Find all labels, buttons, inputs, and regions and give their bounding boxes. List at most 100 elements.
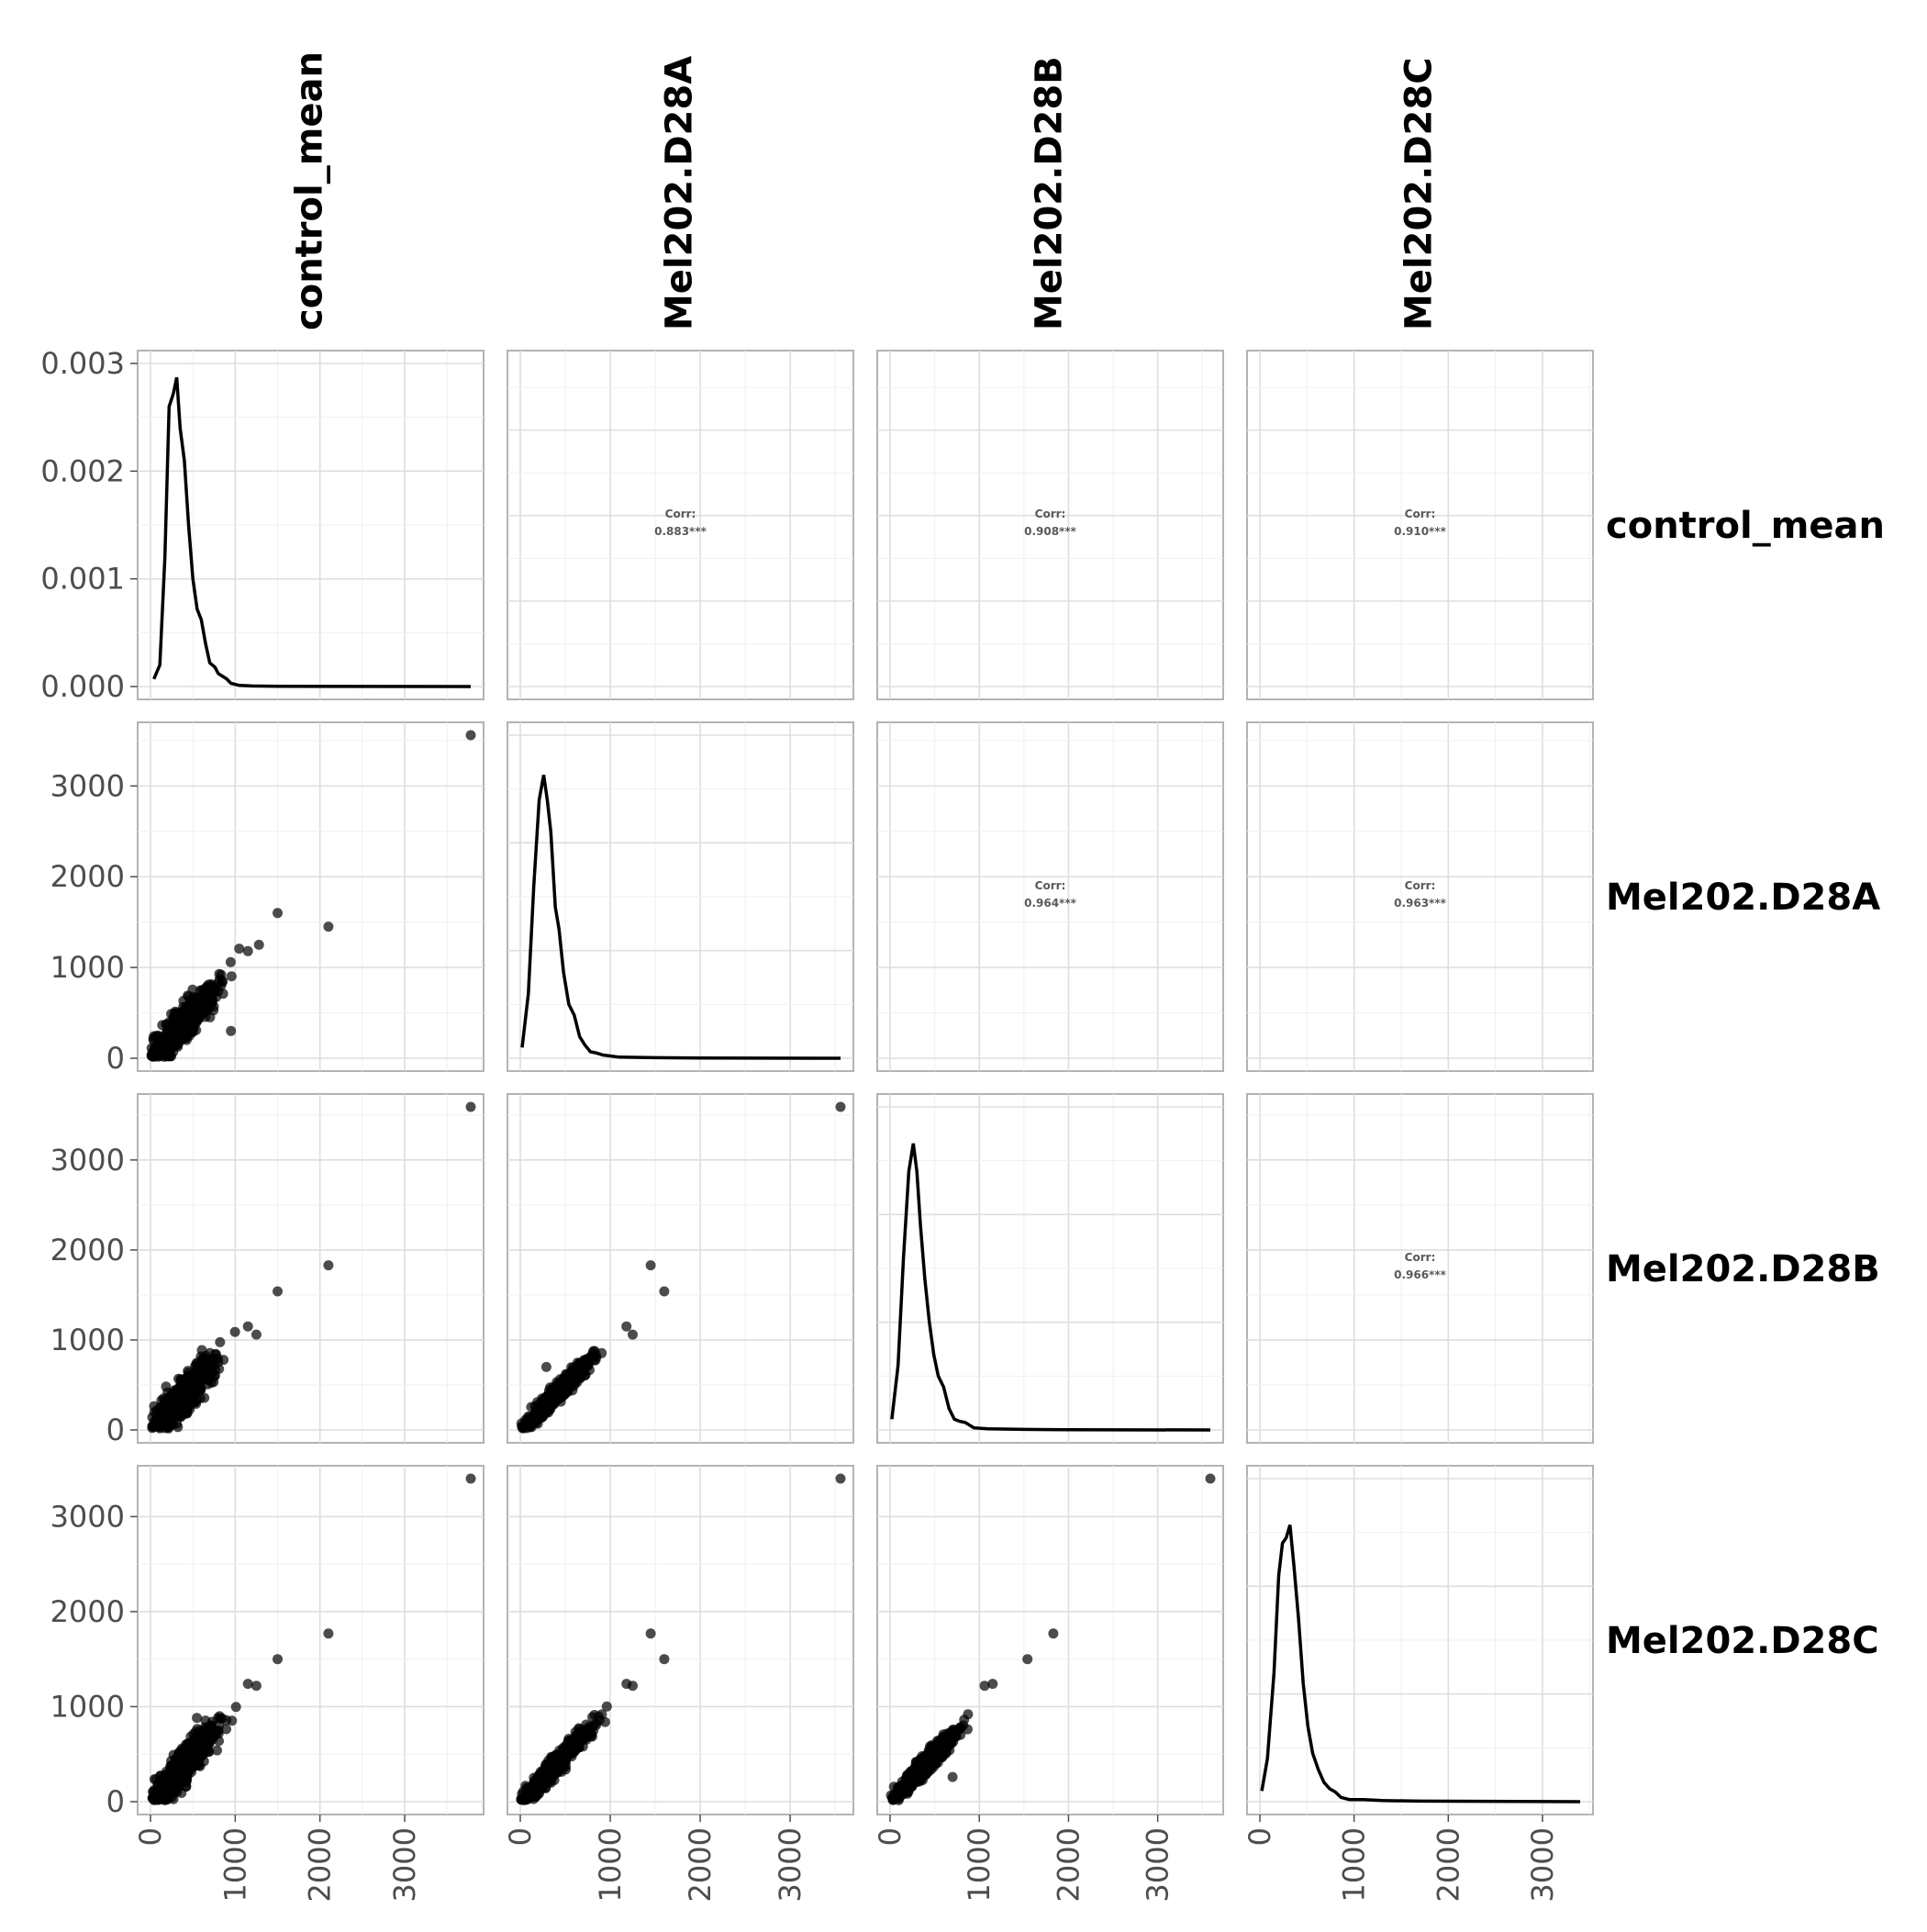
scatter-point [589,1710,600,1720]
density-curve-mel202-d28b [890,1143,1211,1432]
column-strip-control-mean: control_mean [289,51,331,330]
panel-control-mean-vs-control-mean [137,350,485,700]
scatter-point [540,1782,551,1793]
scatter-point-outlier [540,1361,551,1372]
y-tick-label: 1000 [50,950,125,985]
panel-control-mean-vs-mel202-d28c: Corr: 0.910*** [1246,350,1594,700]
y-tick-label: 2000 [50,859,125,894]
scatter-point [584,1722,595,1732]
scatter-point [230,1702,241,1713]
scatter-point-outlier [253,939,264,950]
x-tick-label: 0 [503,1827,538,1846]
scatter-point-outlier [1022,1654,1033,1665]
scatter-point [177,1386,188,1397]
row-strip-control-mean: control_mean [1606,505,1885,547]
y-tick-label: 2000 [50,1594,125,1629]
scatter-point [198,1372,209,1383]
scatter-point [194,995,205,1006]
column-strip-mel202-d28c: Mel202.D28C [1398,57,1441,330]
corr-label: Corr: [1405,508,1436,520]
scatter-point-outlier [835,1101,846,1112]
corr-value: 0.964*** [1024,897,1077,910]
scatter-point [519,1419,530,1430]
corr-value: 0.883*** [654,525,707,538]
panel-control-mean-vs-mel202-d28a: Corr: 0.883*** [507,350,854,700]
scatter-point [963,1709,974,1720]
panel-mel202-d28a-vs-mel202-d28a [507,721,854,1072]
x-tick-label: 2000 [1431,1827,1465,1902]
scatter-point-outlier [645,1260,656,1271]
row-strip-mel202-d28c: Mel202.D28C [1606,1620,1879,1662]
scatter-point-outlier [465,1101,476,1112]
y-tick-label: 3000 [50,1143,125,1178]
scatter-point [186,1384,196,1395]
x-tick-label: 2000 [1051,1827,1086,1902]
scatter-point [195,1393,206,1403]
panel-mel202-d28a-vs-control-mean [137,721,485,1072]
scatter-point [215,1336,226,1347]
scatter-point [213,1357,224,1368]
row-strip-mel202-d28b: Mel202.D28B [1606,1248,1880,1290]
scatter-point-outlier [628,1681,638,1692]
scatter-point [532,1410,543,1421]
y-tick-label: 1000 [50,1689,125,1724]
panel-mel202-d28b-vs-control-mean [137,1093,485,1444]
y-tick-label: 0.003 [40,346,125,381]
scatter-point [168,1781,179,1792]
panel-mel202-d28b-vs-mel202-d28b [876,1093,1224,1444]
scatter-point [156,1411,167,1422]
panel-mel202-d28c-vs-mel202-d28c [1246,1465,1594,1815]
density-curve-control-mean [152,376,472,688]
panel-control-mean-vs-mel202-d28b: Corr: 0.908*** [876,350,1224,700]
x-tick-label: 3000 [1141,1827,1175,1902]
scatter-point [556,1379,567,1390]
scatter-point-outlier [659,1286,670,1297]
panel-mel202-d28b-vs-mel202-d28c: Corr: 0.966*** [1246,1093,1594,1444]
y-tick-label: 0 [106,1784,125,1819]
scatter-point-outlier [242,1321,253,1332]
scatter-point-outlier [323,1260,334,1271]
scatter-point [185,1009,196,1020]
scatter-point [596,1347,607,1358]
scatter-point [574,1724,585,1735]
y-tick-label: 0.001 [40,562,125,597]
corr-label: Corr: [1035,508,1066,520]
scatter-point [191,1737,202,1748]
scatter-point-outlier [251,1681,262,1692]
scatter-point [213,1713,224,1724]
scatter-point-outlier [659,1654,670,1665]
scatter-point [154,1031,164,1042]
scatter-point [905,1768,916,1779]
scatter-point [192,1724,203,1735]
y-tick-label: 3000 [50,1499,125,1534]
corr-label: Corr: [665,508,696,520]
y-tick-label: 0 [106,1413,125,1447]
scatter-point [522,1787,533,1798]
corr-value: 0.963*** [1394,897,1447,910]
scatter-point [158,1049,168,1060]
panel-mel202-d28c-vs-mel202-d28b [876,1465,1224,1815]
scatter-point-outlier [226,1025,237,1036]
scatter-point [184,995,195,1006]
scatter-point [176,1011,186,1022]
scatter-point [149,1049,160,1060]
scatter-point [200,1739,211,1749]
panel-mel202-d28a-vs-mel202-d28b: Corr: 0.964*** [876,721,1224,1072]
scatter-point [564,1745,575,1756]
scatter-point [181,1739,192,1750]
scatter-point-outlier [242,945,253,956]
corr-value: 0.908*** [1024,525,1077,538]
scatter-point [516,1794,527,1805]
scatter-point [206,1720,217,1731]
scatter-point-outlier [835,1473,846,1484]
x-tick-label: 2000 [303,1827,338,1902]
scatter-point [166,1009,177,1020]
panel-mel202-d28c-vs-mel202-d28a [507,1465,854,1815]
scatter-point [188,1759,199,1770]
scatter-point [897,1781,908,1792]
scatter-point [538,1400,549,1411]
scatter-point [226,971,237,982]
scatter-point [182,1759,192,1770]
y-tick-label: 2000 [50,1233,125,1268]
x-tick-label: 0 [133,1827,168,1846]
